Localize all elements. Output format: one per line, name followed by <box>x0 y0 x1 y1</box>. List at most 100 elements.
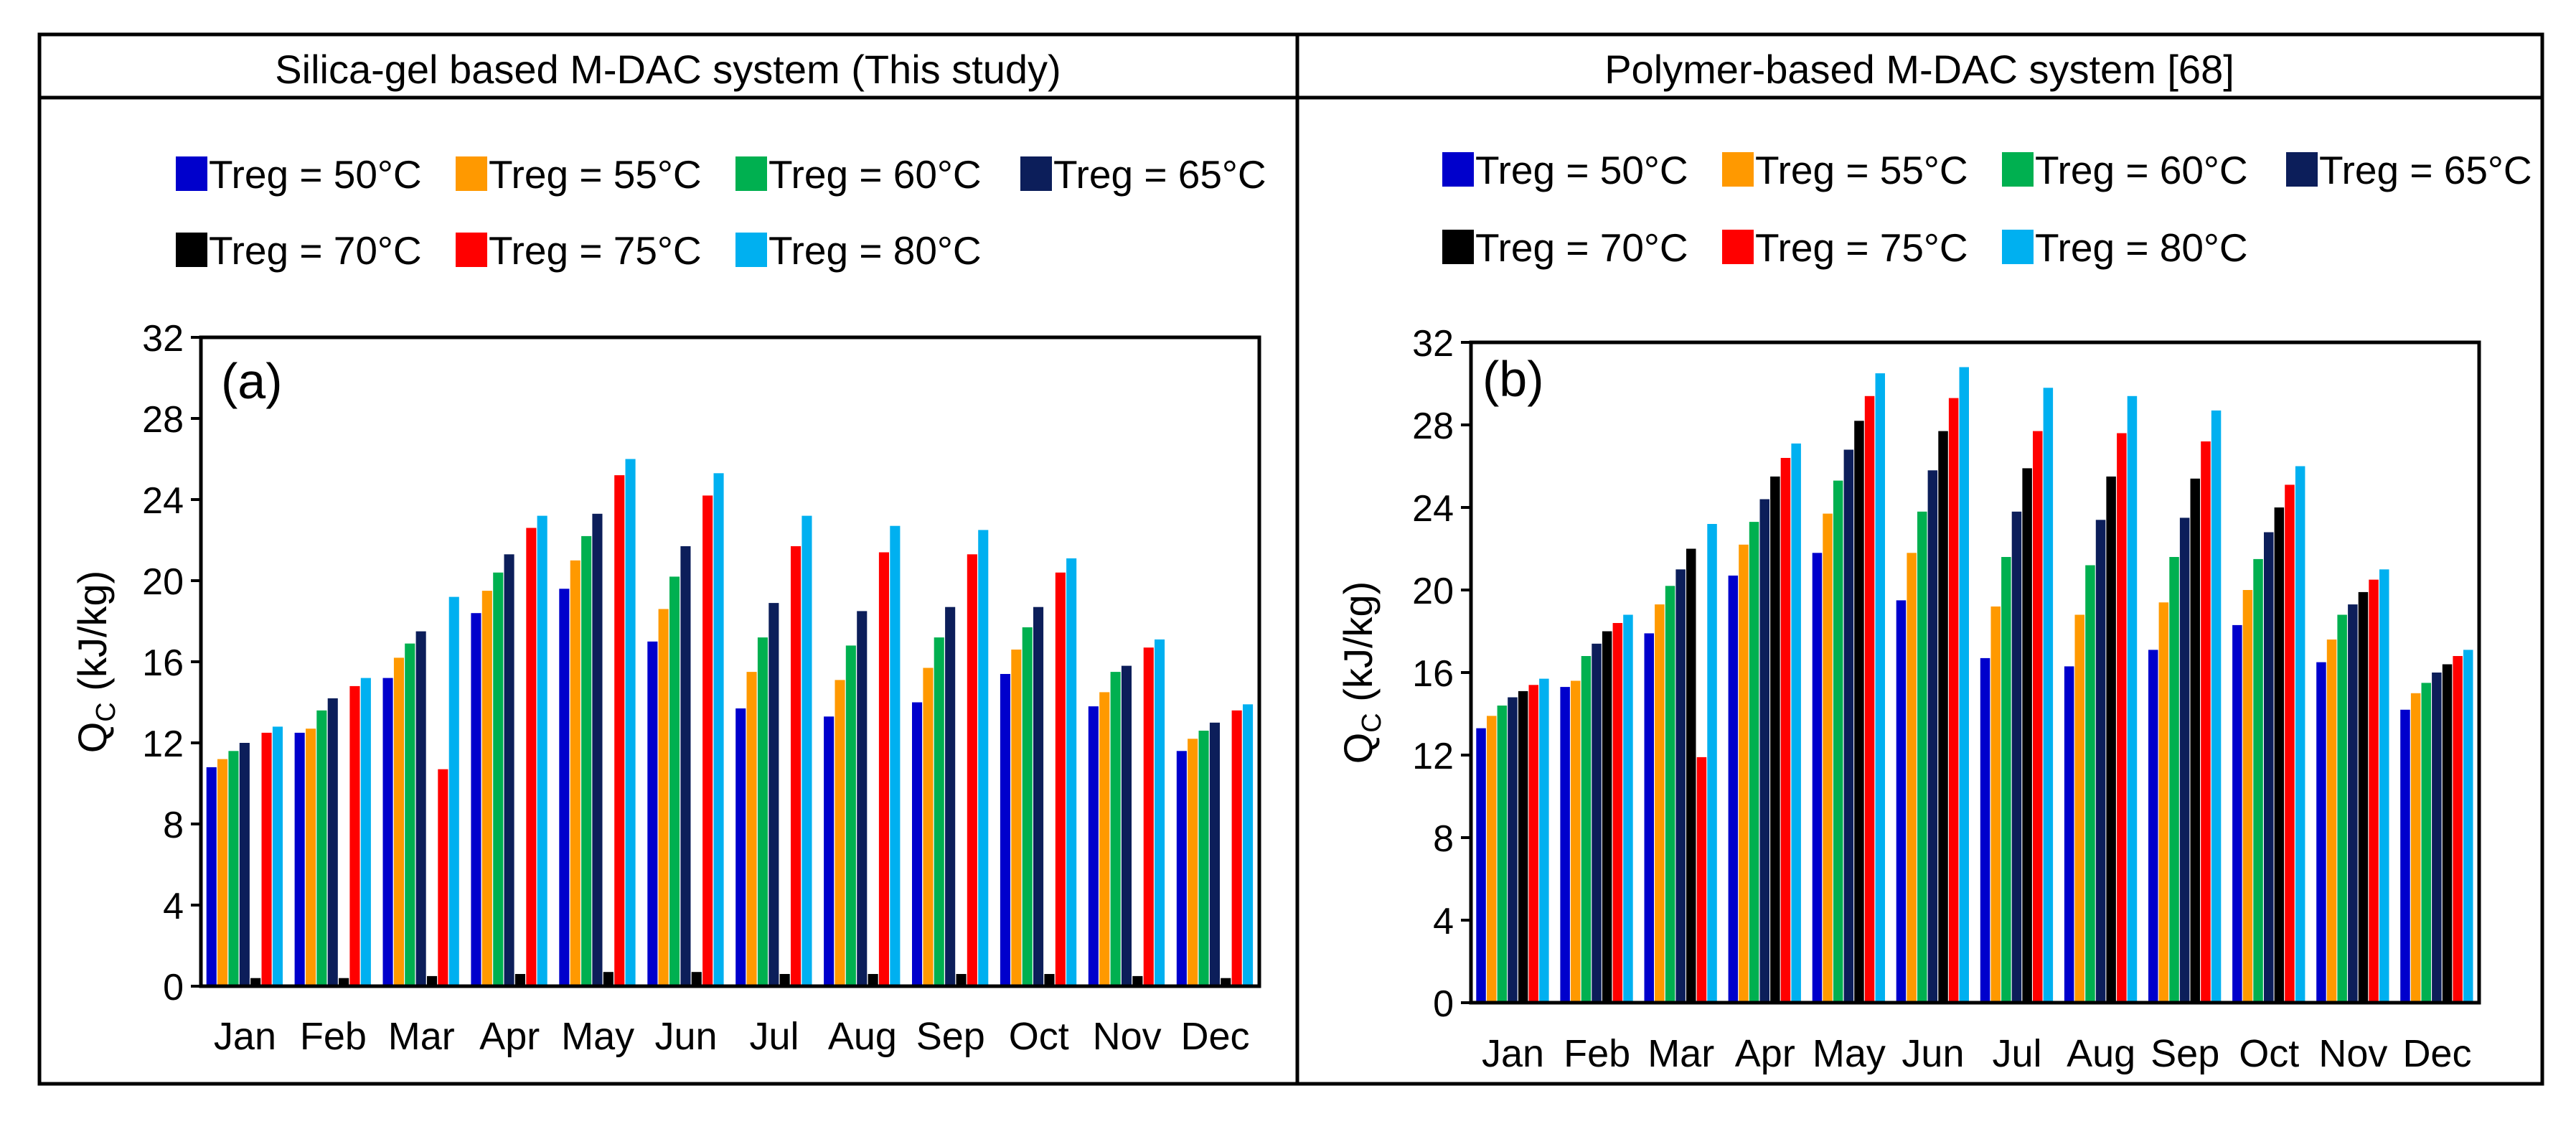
legend-label: Treg = 65°C <box>2319 148 2532 192</box>
legend-swatch <box>176 233 207 267</box>
legend-swatch <box>456 156 487 191</box>
bar <box>592 513 603 986</box>
bar <box>493 572 504 986</box>
bar <box>1780 458 1791 1003</box>
bar <box>912 702 923 986</box>
y-axis-label-subscript: C <box>91 702 121 721</box>
bar <box>845 645 856 986</box>
bar <box>1099 692 1110 986</box>
y-tick-label: 12 <box>142 723 184 765</box>
bar <box>2001 557 2011 1003</box>
panel-b: Polymer-based M-DAC system [68] Treg = 50… <box>1335 47 2532 1075</box>
legend-label: Treg = 80°C <box>2035 225 2248 270</box>
bar <box>1927 470 1938 1003</box>
bar <box>1948 398 1959 1003</box>
bar <box>228 751 239 986</box>
bar <box>570 560 580 987</box>
category-label: Jan <box>1482 1032 1544 1075</box>
y-axis-label-main: Q <box>1335 733 1381 764</box>
category-label: Sep <box>2150 1032 2219 1075</box>
category-label: Apr <box>1735 1032 1795 1075</box>
bar <box>2379 569 2389 1003</box>
bar <box>2295 466 2305 1003</box>
legend-label: Treg = 55°C <box>1755 148 1968 192</box>
bar <box>1088 706 1099 986</box>
y-axis-label-main: Q <box>70 722 115 754</box>
bar <box>1833 480 1843 1003</box>
bar <box>1791 443 1801 1003</box>
bar <box>768 603 779 986</box>
bar <box>1022 627 1033 986</box>
bar <box>2337 614 2347 1003</box>
bar <box>2432 673 2442 1003</box>
bar <box>868 974 878 986</box>
bar <box>1728 575 1739 1003</box>
legend-swatch <box>456 233 487 267</box>
category-label: Aug <box>2067 1032 2135 1075</box>
bar <box>349 685 360 986</box>
y-axis-label-unit: (kJ/kg) <box>1335 581 1381 713</box>
bar <box>956 974 967 986</box>
category-label: Oct <box>1009 1015 1069 1058</box>
bar <box>1011 650 1022 986</box>
bar <box>2242 590 2253 1003</box>
y-tick-label: 28 <box>142 399 184 441</box>
bar <box>1143 647 1154 986</box>
y-tick-label: 8 <box>163 805 184 846</box>
bar <box>2064 666 2074 1003</box>
bar <box>1044 974 1055 986</box>
bar <box>2326 640 2337 1003</box>
legend-label: Treg = 75°C <box>1755 225 1968 270</box>
bar <box>217 759 228 986</box>
bar <box>669 576 680 986</box>
bar <box>2348 604 2358 1003</box>
legend-swatch <box>2002 152 2034 187</box>
bar <box>2285 484 2295 1003</box>
y-tick-label: 0 <box>1433 983 1454 1025</box>
bar <box>713 473 724 986</box>
bar <box>2179 517 2190 1003</box>
bar <box>1917 511 1927 1003</box>
bar <box>2442 664 2453 1003</box>
category-label: Jan <box>214 1015 276 1058</box>
bar <box>2463 650 2473 1003</box>
bar <box>1539 678 1549 1003</box>
legend-swatch <box>1442 152 1474 187</box>
bar <box>1812 553 1823 1003</box>
y-tick-label: 4 <box>163 886 184 927</box>
bar <box>1896 600 1907 1003</box>
y-tick-label: 16 <box>142 642 184 684</box>
category-label: Aug <box>828 1015 897 1058</box>
y-tick-label: 16 <box>1412 653 1454 695</box>
bar <box>1665 586 1675 1003</box>
bar <box>1696 757 1707 1003</box>
bar <box>857 611 868 986</box>
bar <box>735 708 746 986</box>
bar <box>1759 499 1769 1003</box>
bar <box>1176 751 1187 986</box>
category-label: Dec <box>1181 1015 1250 1058</box>
bar <box>2369 579 2379 1003</box>
bar <box>1675 569 1686 1003</box>
panel-a: Silica-gel based M-DAC system (This stud… <box>70 47 1266 1058</box>
bar <box>1243 704 1254 986</box>
bar <box>1843 449 1854 1003</box>
category-label: Jun <box>655 1015 718 1058</box>
legend-label: Treg = 65°C <box>1053 152 1266 197</box>
category-label: Jun <box>1902 1032 1964 1075</box>
bar <box>559 589 570 986</box>
bar <box>405 643 415 986</box>
bar <box>1823 513 1833 1003</box>
legend-swatch <box>2286 152 2318 187</box>
bar <box>1508 697 1518 1003</box>
bar <box>978 530 989 986</box>
legend-label: Treg = 75°C <box>489 228 702 273</box>
bar <box>316 710 327 986</box>
bar <box>2232 624 2242 1003</box>
bar <box>835 680 845 986</box>
category-label: Apr <box>479 1015 540 1058</box>
legend-label: Treg = 70°C <box>1475 225 1688 270</box>
legend-label: Treg = 60°C <box>2035 148 2248 192</box>
bar <box>2106 476 2116 1003</box>
bar <box>923 668 934 986</box>
